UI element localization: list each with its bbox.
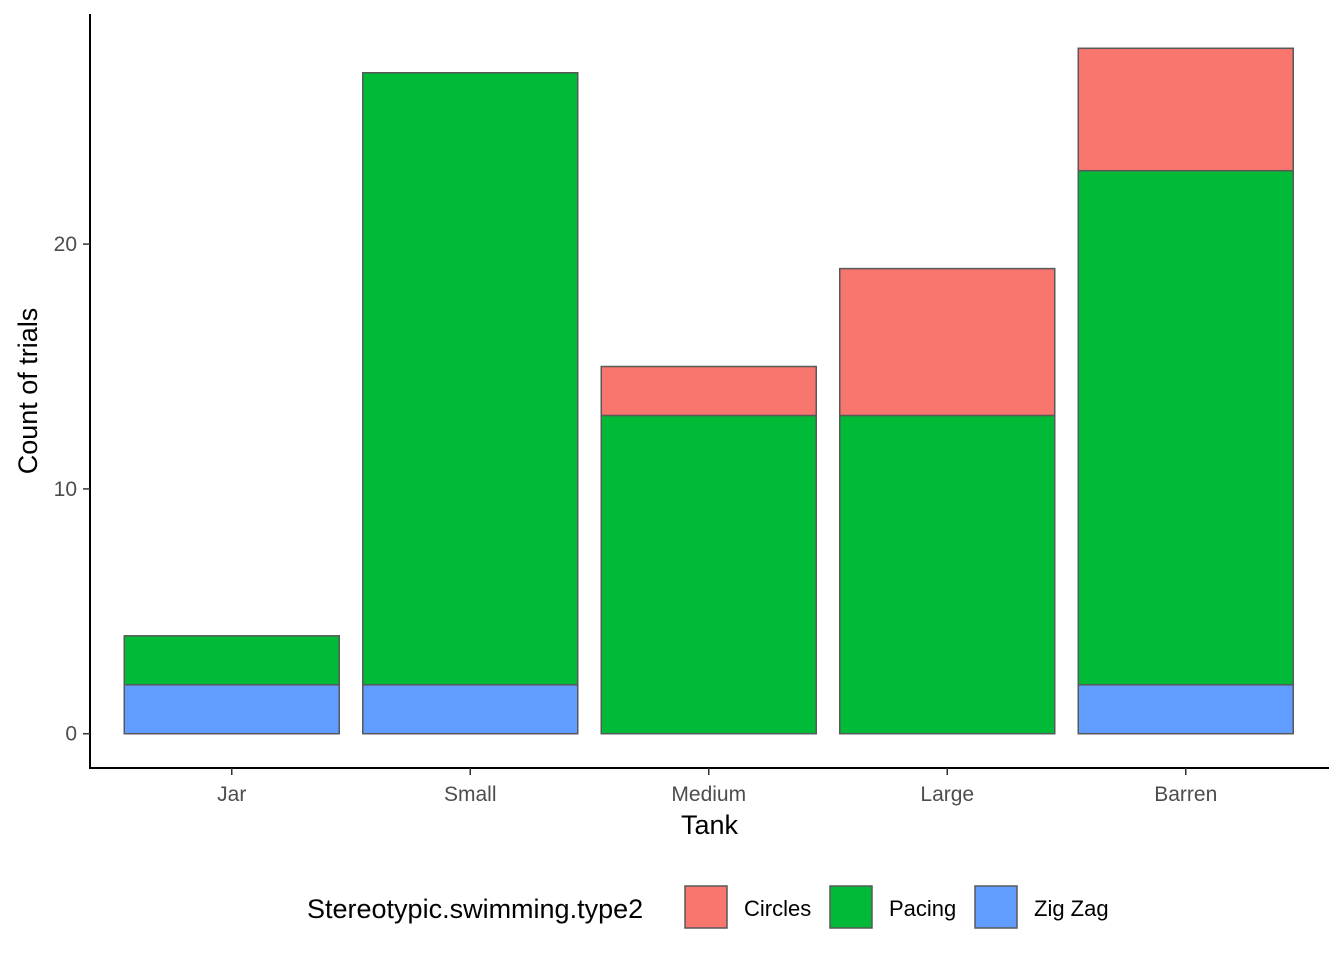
x-tick-label: Barren — [1154, 783, 1217, 806]
bar-small-zig-zag — [362, 684, 579, 735]
bar-jar-zig-zag — [123, 684, 340, 735]
legend-label: Zig Zag — [1034, 896, 1109, 921]
x-tick-label: Large — [920, 783, 974, 806]
bar-barren-circles — [1077, 47, 1294, 172]
y-ticks: 0 10 20 — [54, 233, 90, 746]
bar-medium-pacing — [600, 414, 817, 735]
bar-barren-pacing — [1077, 169, 1294, 686]
x-tick-label: Small — [444, 783, 497, 806]
legend: Stereotypic.swimming.type2 Circles Pacing… — [307, 885, 1109, 929]
bar-barren-zig-zag — [1077, 684, 1294, 735]
x-tick-label: Jar — [217, 783, 246, 806]
bar-medium-circles — [600, 365, 817, 417]
x-tick-label: Medium — [671, 783, 746, 806]
bars-layer — [123, 47, 1294, 735]
legend-label: Pacing — [889, 896, 956, 921]
y-tick-label: 20 — [54, 233, 77, 256]
legend-key-circles — [684, 885, 728, 929]
bar-jar-pacing — [123, 635, 340, 686]
legend-label: Circles — [744, 896, 811, 921]
legend-title: Stereotypic.swimming.type2 — [307, 894, 643, 924]
legend-key-pacing — [829, 885, 873, 929]
bar-small-pacing — [362, 72, 579, 686]
x-ticks: Jar Small Medium Large Barren — [217, 768, 1217, 806]
legend-items: Circles Pacing Zig Zag — [684, 885, 1109, 929]
legend-key-zig-zag — [974, 885, 1018, 929]
bar-large-circles — [839, 267, 1056, 417]
y-tick-label: 10 — [54, 478, 77, 501]
y-axis-title: Count of trials — [13, 308, 43, 475]
x-axis-title: Tank — [681, 810, 739, 840]
bar-large-pacing — [839, 414, 1056, 735]
y-tick-label: 0 — [65, 723, 77, 746]
